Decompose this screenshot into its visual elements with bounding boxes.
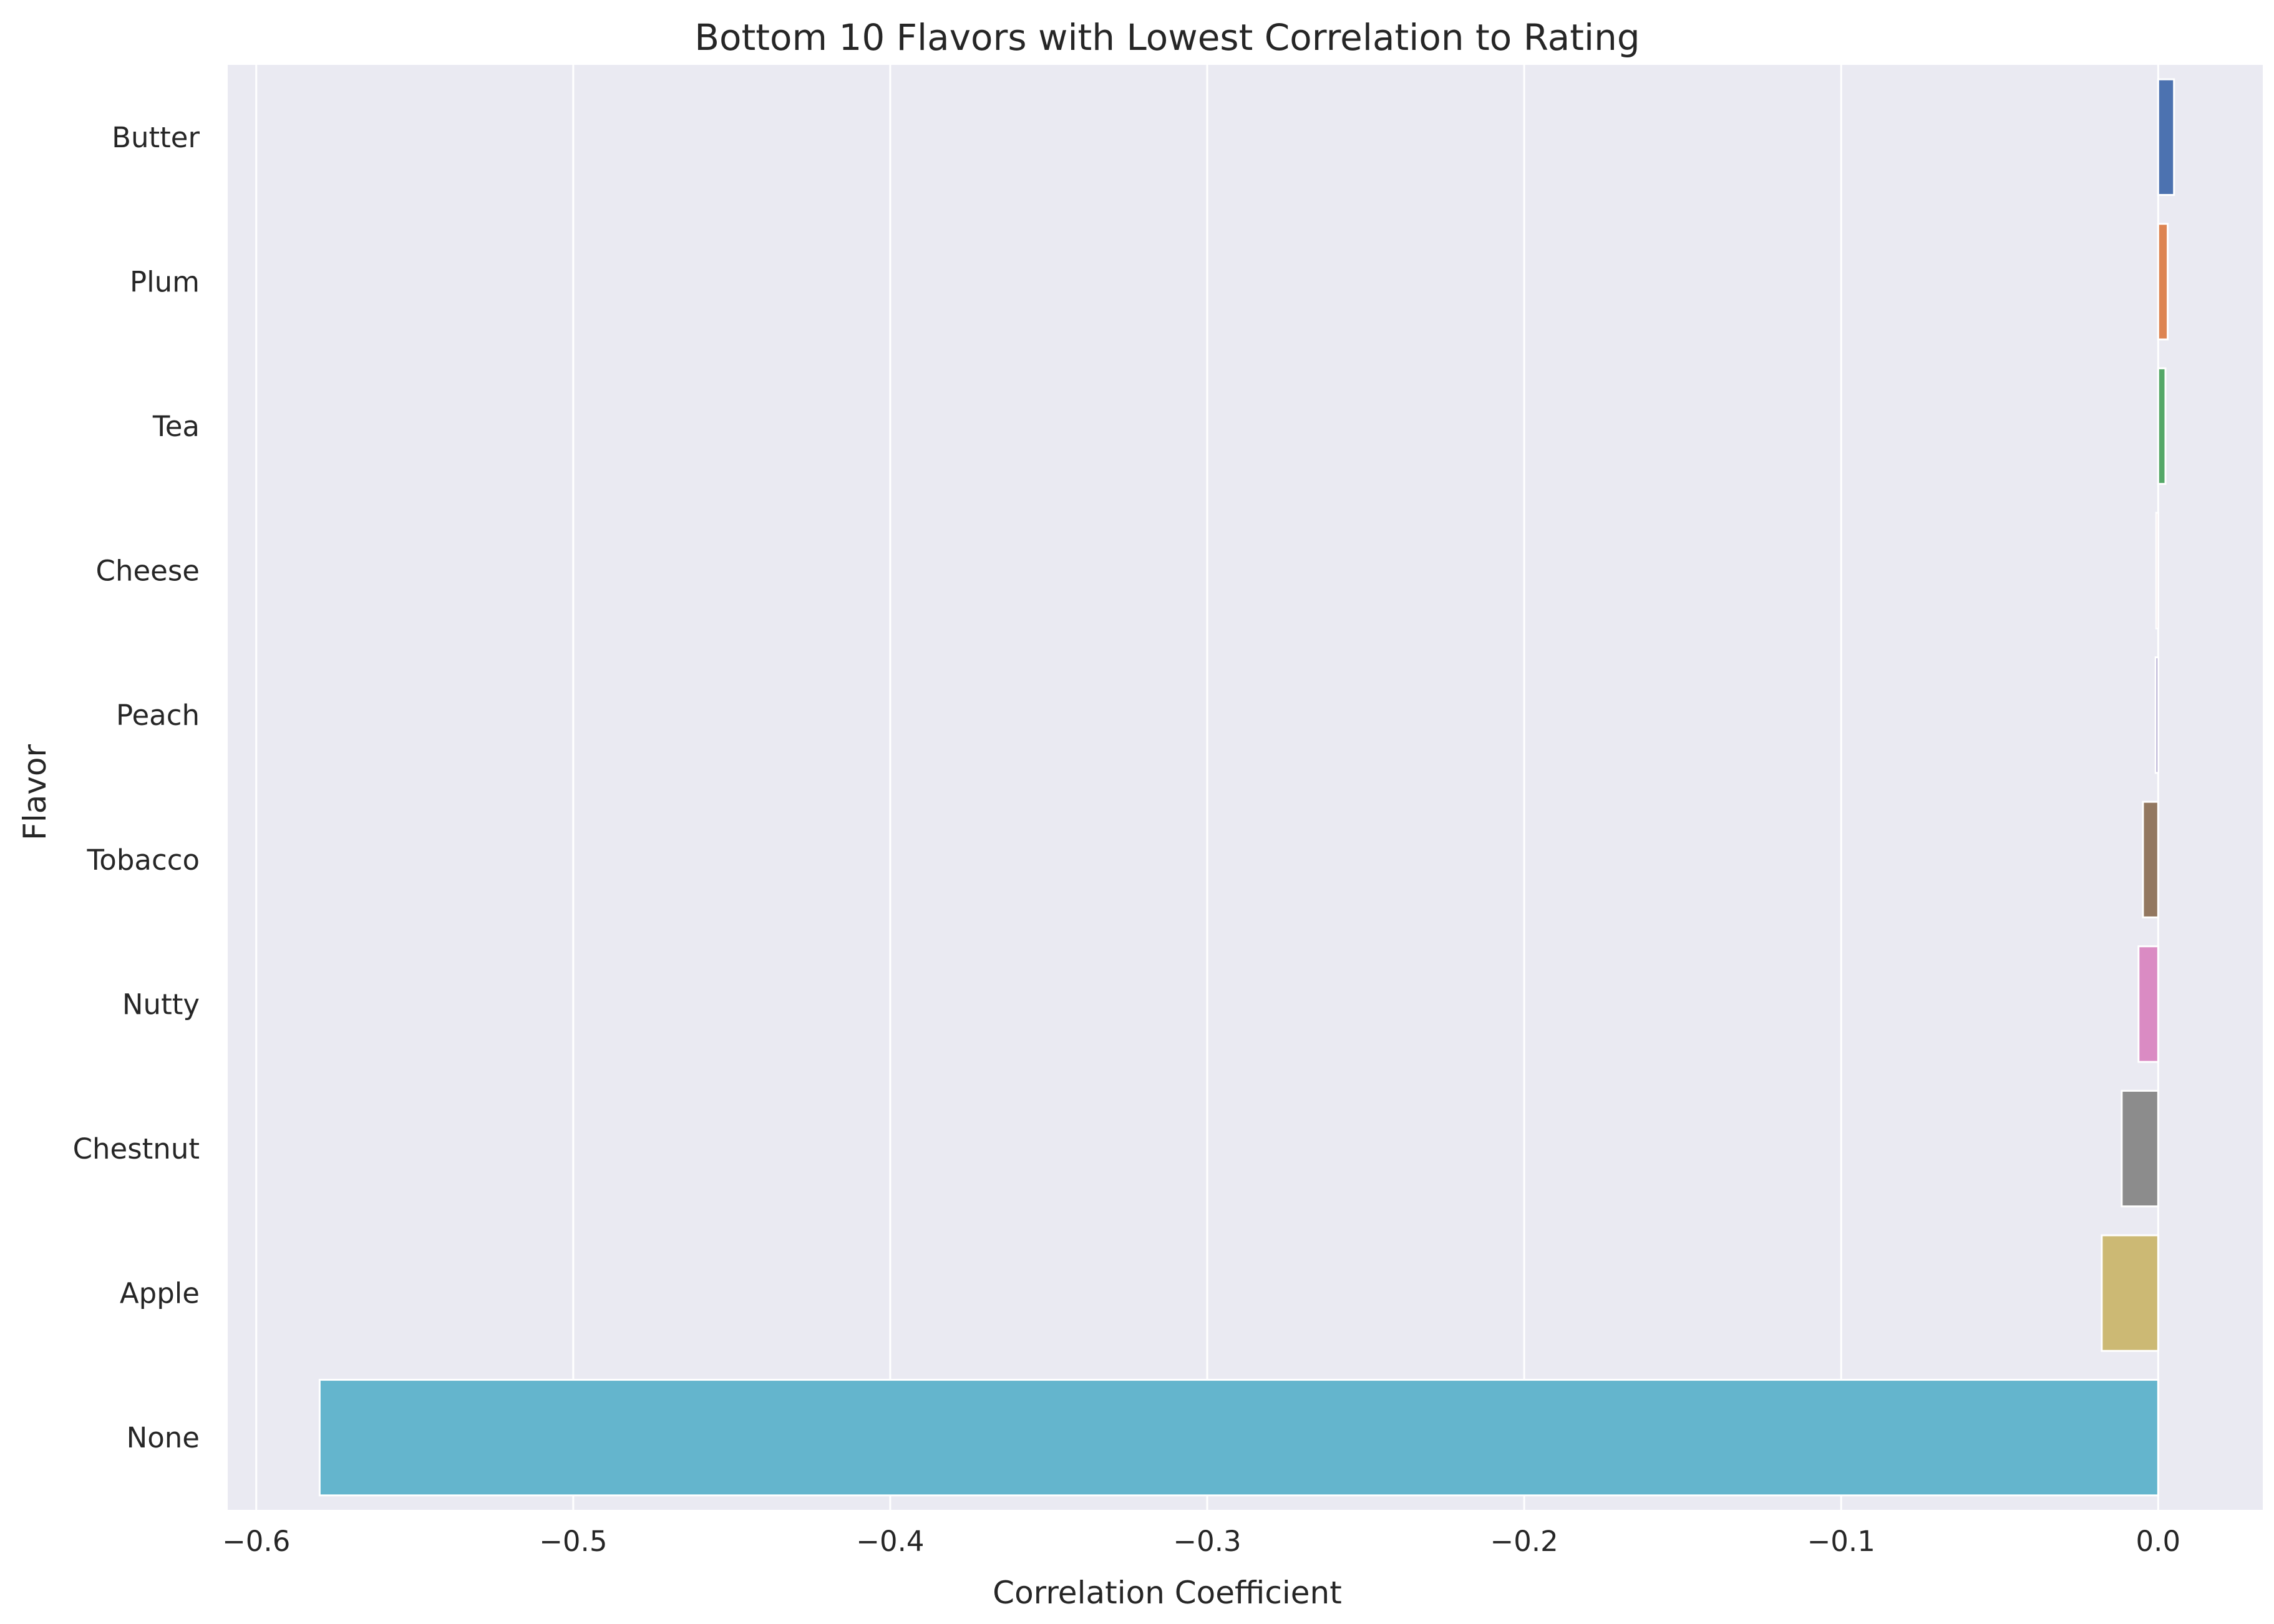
y-tick-label: Cheese	[96, 555, 200, 588]
x-axis-label: Correlation Coefficient	[993, 1575, 1342, 1611]
x-tick-labels: −0.6 −0.5 −0.4 −0.3 −0.2 −0.1 0.0	[222, 1525, 2180, 1558]
x-tick-label: −0.2	[1490, 1525, 1558, 1558]
y-tick-label: Chestnut	[73, 1132, 200, 1165]
x-tick-label: −0.3	[1173, 1525, 1241, 1558]
bar-tea	[2157, 367, 2167, 485]
bars	[318, 78, 2175, 1497]
y-tick-label: Plum	[130, 265, 200, 298]
y-tick-label: Butter	[112, 121, 200, 154]
x-tick-label: −0.5	[539, 1525, 607, 1558]
y-tick-labels: Butter Plum Tea Cheese Peach Tobacco Nutty Ches…	[73, 121, 200, 1454]
y-tick-label: Apple	[120, 1277, 200, 1310]
y-tick-label: Tobacco	[86, 844, 200, 877]
y-tick-label: None	[127, 1421, 200, 1454]
x-tick-label: −0.1	[1807, 1525, 1875, 1558]
bar-butter	[2157, 78, 2175, 196]
y-tick-label: Peach	[116, 699, 200, 732]
bar-nutty	[2137, 945, 2159, 1063]
x-tick-label: −0.6	[222, 1525, 290, 1558]
x-tick-label: 0.0	[2136, 1525, 2181, 1558]
y-axis-label: Flavor	[17, 744, 53, 840]
bar-none	[318, 1379, 2159, 1497]
chart-title: Bottom 10 Flavors with Lowest Correlatio…	[694, 16, 1640, 59]
bar-apple	[2101, 1234, 2159, 1352]
bar-chestnut	[2121, 1089, 2159, 1208]
x-tick-label: −0.4	[856, 1525, 924, 1558]
bar-plum	[2157, 223, 2169, 341]
y-tick-label: Nutty	[122, 988, 200, 1021]
bar-cheese	[2155, 512, 2159, 630]
y-tick-label: Tea	[152, 410, 200, 443]
plot-area	[228, 65, 2263, 1510]
bar-tobacco	[2142, 800, 2159, 918]
bar-peach	[2154, 656, 2159, 774]
